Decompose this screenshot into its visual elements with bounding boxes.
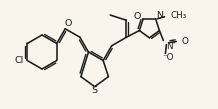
- Text: Cl: Cl: [14, 56, 23, 65]
- Text: O: O: [134, 12, 141, 21]
- Text: O: O: [181, 37, 188, 46]
- Text: ⁻O: ⁻O: [162, 53, 174, 62]
- Text: CH₃: CH₃: [170, 11, 187, 20]
- Text: O: O: [65, 19, 72, 28]
- Text: ⁺: ⁺: [171, 42, 175, 48]
- Text: N: N: [157, 11, 164, 20]
- Text: S: S: [92, 86, 98, 95]
- Text: N: N: [166, 42, 173, 51]
